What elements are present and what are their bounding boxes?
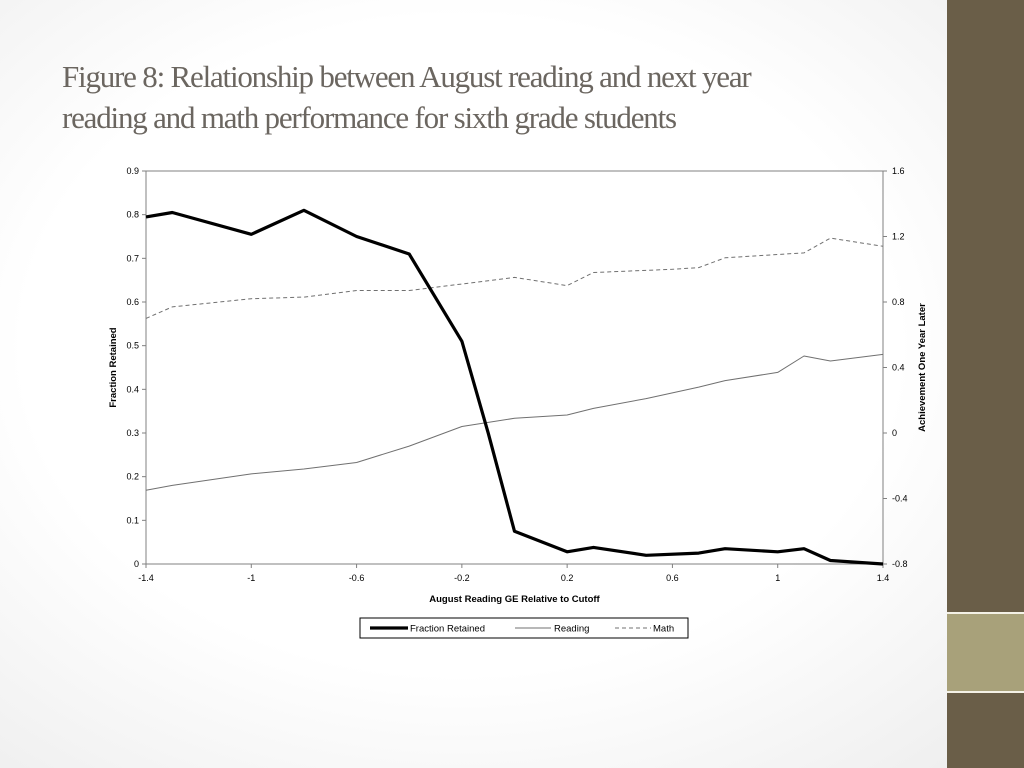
y-left-tick-label: 0.4 — [126, 384, 139, 394]
sidebar-divider-bottom — [947, 691, 1024, 693]
series-line-reading — [145, 353, 884, 491]
sidebar-accent — [947, 614, 1024, 691]
slide-title-line-2: reading and math performance for sixth g… — [62, 100, 677, 135]
x-tick-label: 1 — [775, 573, 780, 583]
legend-label-reading: Reading — [554, 624, 589, 635]
y-left-tick-label: 0.9 — [126, 166, 139, 176]
legend-label-fraction-retained: Fraction Retained — [410, 624, 485, 635]
y-left-tick-label: 0.6 — [126, 297, 139, 307]
series-line-math — [145, 237, 884, 319]
x-tick-label: 0.6 — [666, 573, 679, 583]
x-tick-label: -0.6 — [349, 573, 365, 583]
y-left-tick-label: 0.1 — [126, 515, 139, 525]
y-right-tick-label: -0.8 — [892, 559, 908, 569]
plot-area — [145, 170, 884, 565]
y-left-axis-title: Fraction Retained — [108, 327, 119, 407]
x-axis-title: August Reading GE Relative to Cutoff — [429, 594, 600, 605]
y-left-tick-label: 0.8 — [126, 210, 139, 220]
legend-label-math: Math — [653, 624, 674, 635]
x-tick-label: -1 — [247, 573, 255, 583]
x-tick-label: 1.4 — [877, 573, 890, 583]
x-tick-label: -1.4 — [138, 573, 154, 583]
y-right-tick-label: -0.4 — [892, 494, 908, 504]
sidebar-divider-top — [947, 612, 1024, 614]
y-right-tick-label: 0.8 — [892, 297, 905, 307]
x-tick-label: 0.2 — [561, 573, 574, 583]
slide-title: Figure 8: Relationship between August re… — [62, 56, 922, 138]
y-left-tick-label: 0.3 — [126, 428, 139, 438]
y-right-tick-label: 0.4 — [892, 363, 905, 373]
y-left-tick-label: 0 — [134, 559, 139, 569]
y-right-tick-label: 0 — [892, 428, 897, 438]
y-left-tick-label: 0.5 — [126, 341, 139, 351]
x-tick-label: -0.2 — [454, 573, 470, 583]
y-right-tick-label: 1.6 — [892, 166, 905, 176]
chart: -1.4 -1 -0.6 -0.2 0.2 0.6 1 1.4 0 0.1 0.2 0.3 0.4 0.5… — [108, 166, 928, 639]
y-right-axis-title: Achievement One Year Later — [917, 303, 928, 432]
series-line-fraction-retained — [145, 208, 884, 566]
y-left-tick-label: 0.2 — [126, 472, 139, 482]
y-left-tick-label: 0.7 — [126, 253, 139, 263]
slide-title-line-1: Figure 8: Relationship between August re… — [62, 59, 752, 94]
y-right-tick-label: 1.2 — [892, 232, 905, 242]
